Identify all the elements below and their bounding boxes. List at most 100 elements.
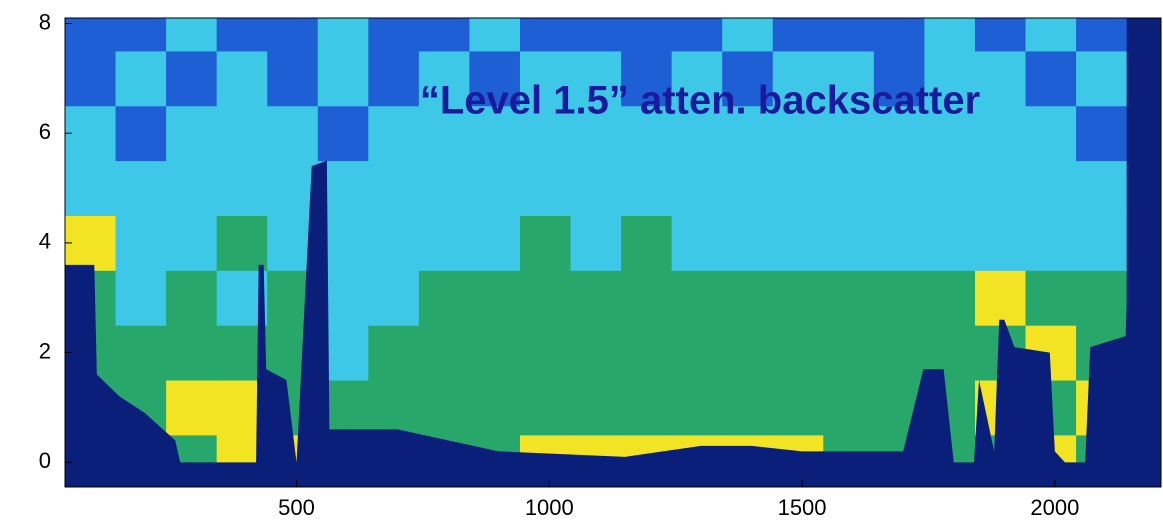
x-tick-label: 500 (278, 495, 315, 520)
heatmap-cell (65, 215, 117, 271)
y-tick-label: 8 (39, 9, 51, 34)
heatmap-cell (1076, 160, 1128, 216)
surface-area (65, 18, 1161, 487)
heatmap-cell (722, 160, 774, 216)
heatmap-cell (1076, 215, 1128, 271)
heatmap-cell (216, 105, 268, 162)
heatmap-cell (65, 50, 117, 107)
x-tick-label: 1000 (525, 495, 574, 520)
heatmap-cell (671, 325, 723, 381)
heatmap-cell (772, 380, 824, 436)
heatmap-cell (621, 325, 673, 381)
x-tick-label: 1500 (778, 495, 827, 520)
heatmap-cell (519, 160, 572, 216)
heatmap-cell (166, 105, 218, 162)
annotation: “Level 1.5” atten. backscatter (420, 79, 980, 123)
heatmap-cell (823, 270, 875, 326)
heatmap-cell (671, 270, 723, 326)
heatmap-cell (418, 215, 470, 271)
heatmap-cell (873, 215, 925, 271)
heatmap-cell (1025, 105, 1077, 162)
heatmap-cell (570, 18, 622, 52)
heatmap-cell (115, 215, 167, 271)
y-tick-label: 4 (39, 229, 51, 254)
heatmap-cell (216, 50, 268, 107)
heatmap-cell (621, 160, 673, 216)
plot-area (65, 18, 1162, 488)
heatmap-cell (772, 105, 824, 162)
heatmap-cell (621, 18, 673, 52)
heatmap-cell (368, 18, 420, 52)
heatmap-cell (671, 215, 723, 271)
heatmap-cell (924, 18, 976, 52)
heatmap-cell (519, 380, 572, 436)
heatmap-cell (368, 160, 420, 216)
heatmap-cell (722, 270, 774, 326)
heatmap-cell (216, 18, 268, 52)
heatmap-cell (519, 270, 572, 326)
heatmap-cell (722, 380, 774, 436)
heatmap-cell (823, 105, 875, 162)
heatmap-cell (772, 160, 824, 216)
heatmap-cell (115, 105, 167, 162)
heatmap-cell (469, 325, 521, 381)
heatmap-cell (115, 50, 167, 107)
plot-frame (64, 17, 1162, 488)
heatmap-cell (671, 380, 723, 436)
heatmap-cell (570, 215, 622, 271)
heatmap-cell (873, 50, 925, 107)
heatmap-cell (469, 270, 521, 326)
heatmap-cell (267, 50, 319, 107)
heatmap-cell (115, 160, 167, 216)
heatmap-cell (570, 380, 622, 436)
heatmap-cell (368, 50, 420, 107)
heatmap-cell (1076, 105, 1128, 162)
heatmap-cell (974, 215, 1027, 271)
heatmap-cell (570, 270, 622, 326)
heatmap-cell (772, 270, 824, 326)
heatmap-cell (519, 18, 572, 52)
heatmap-cell (166, 270, 218, 326)
heatmap-cell (722, 215, 774, 271)
heatmap-cell (974, 50, 1027, 107)
heatmap-cell (368, 325, 420, 381)
heatmap-cell (1076, 50, 1128, 107)
heatmap-cell (368, 105, 420, 162)
heatmap-cell (166, 380, 218, 436)
y-tick-label: 0 (39, 448, 51, 473)
heatmap-cell (570, 160, 622, 216)
heatmap-cell (166, 18, 218, 52)
heatmap-cell (469, 215, 521, 271)
heatmap-cell (368, 270, 420, 326)
x-tick-label: 2000 (1030, 495, 1079, 520)
heatmap-cell (823, 380, 875, 436)
heatmap-cell (469, 160, 521, 216)
heatmap-cell (469, 18, 521, 52)
heatmap-cell (65, 18, 117, 52)
heatmap-cell (570, 50, 622, 107)
heatmap-cell (823, 50, 875, 107)
heatmap-cell (671, 18, 723, 52)
heatmap-cell (722, 325, 774, 381)
heatmap-cell (65, 105, 117, 162)
heatmap-cell (621, 50, 673, 107)
heatmap-cell (621, 105, 673, 162)
heatmap-cell (823, 215, 875, 271)
heatmap-cell (418, 380, 470, 436)
heatmap-cell (873, 325, 925, 381)
heatmap-cell (671, 50, 723, 107)
heatmap-cell (519, 105, 572, 162)
heatmap-cell (722, 18, 774, 52)
heatmap-cell (267, 18, 319, 52)
heatmap-cell (1025, 50, 1077, 107)
heatmap-cell (924, 270, 976, 326)
heatmap-cell (621, 380, 673, 436)
heatmap-cell (368, 215, 420, 271)
heatmap-cell (115, 270, 167, 326)
heatmap-cell (1025, 215, 1077, 271)
y-tick-label: 2 (39, 338, 51, 363)
heatmap-cell (924, 105, 976, 162)
heatmap-cell (924, 50, 976, 107)
heatmap-cell (924, 215, 976, 271)
heatmap-cell (418, 270, 470, 326)
